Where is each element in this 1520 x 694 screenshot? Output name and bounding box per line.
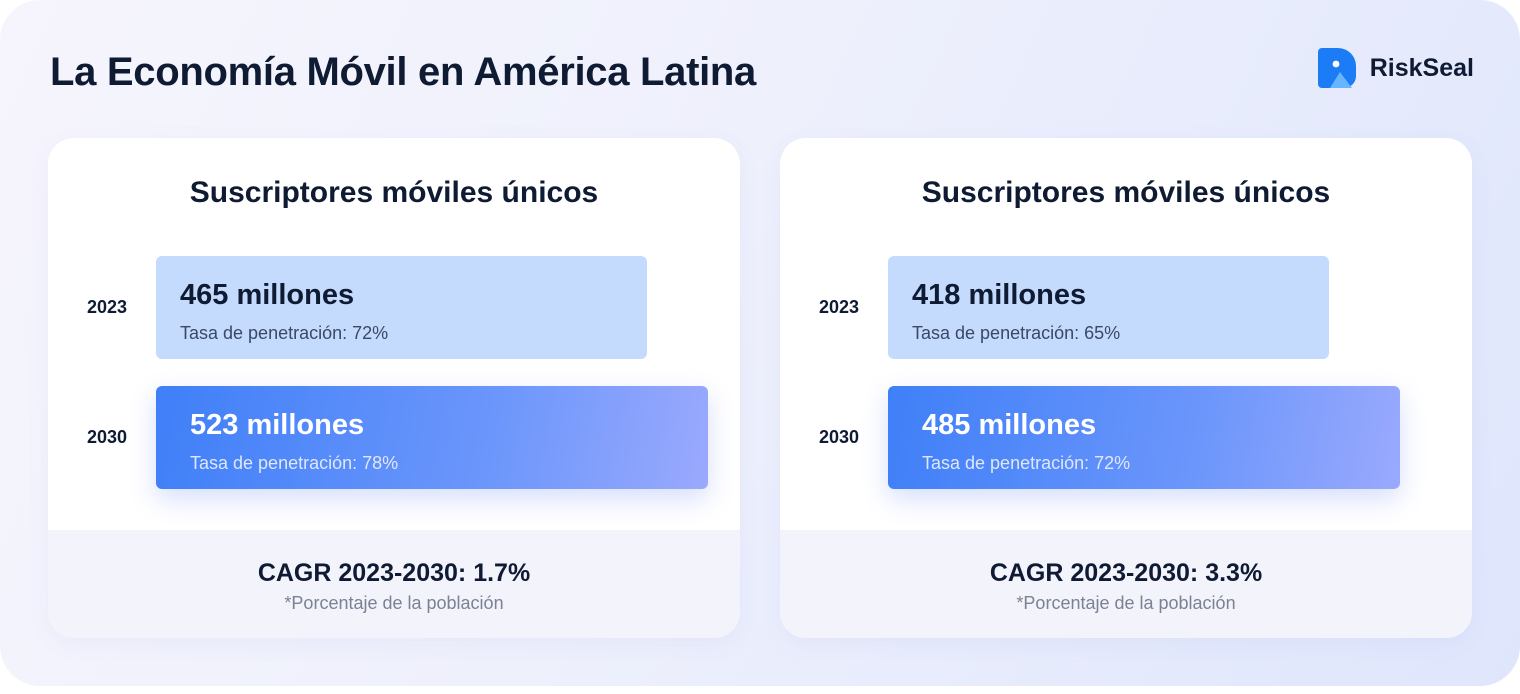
- bar-penetration-label: Tasa de penetración: 72%: [180, 323, 389, 343]
- category-label-2023: 2023: [818, 297, 860, 317]
- chart-title: Suscriptores móviles únicos: [921, 176, 1331, 209]
- bar-2030: 485 millones Tasa de penetración: 72%: [888, 386, 1400, 489]
- category-label-2030: 2030: [86, 427, 128, 447]
- brand: RiskSeal: [1317, 48, 1474, 88]
- chart-card-2: Suscriptores móviles únicos 2023 418 mil…: [780, 138, 1472, 638]
- bar-value-label: 418 millones: [912, 279, 1087, 311]
- chart-title: Suscriptores móviles únicos: [189, 176, 599, 209]
- bar-value-label: 465 millones: [180, 279, 355, 311]
- category-label-2023: 2023: [86, 297, 128, 317]
- category-label-2030: 2030: [818, 427, 860, 447]
- card-footer: CAGR 2023-2030: 1.7% *Porcentaje de la p…: [48, 530, 740, 638]
- page-title: La Economía Móvil en América Latina: [50, 50, 756, 94]
- chart-card-1: Suscriptores móviles únicos 2023 465 mil…: [48, 138, 740, 638]
- bar-chart: 2023 465 millones Tasa de penetración: 7…: [48, 138, 740, 528]
- bar-value-label: 485 millones: [922, 409, 1097, 441]
- bar-penetration-label: Tasa de penetración: 65%: [912, 323, 1121, 343]
- bar-penetration-label: Tasa de penetración: 72%: [922, 453, 1131, 473]
- bar-2023: 418 millones Tasa de penetración: 65%: [888, 256, 1329, 359]
- brand-name: RiskSeal: [1369, 53, 1474, 82]
- cagr-label: CAGR 2023-2030: 3.3%: [989, 559, 1263, 587]
- bar-2030: 523 millones Tasa de penetración: 78%: [156, 386, 708, 489]
- cagr-label: CAGR 2023-2030: 1.7%: [257, 559, 531, 587]
- bar-chart: 2023 418 millones Tasa de penetración: 6…: [780, 138, 1472, 528]
- bar-value-label: 523 millones: [190, 409, 365, 441]
- card-footer: CAGR 2023-2030: 3.3% *Porcentaje de la p…: [780, 530, 1472, 638]
- bar-2023: 465 millones Tasa de penetración: 72%: [156, 256, 647, 359]
- footnote: *Porcentaje de la población: [284, 593, 504, 613]
- riskseal-logo-icon: [1317, 48, 1356, 88]
- bar-penetration-label: Tasa de penetración: 78%: [190, 453, 399, 473]
- footnote: *Porcentaje de la población: [1016, 593, 1236, 613]
